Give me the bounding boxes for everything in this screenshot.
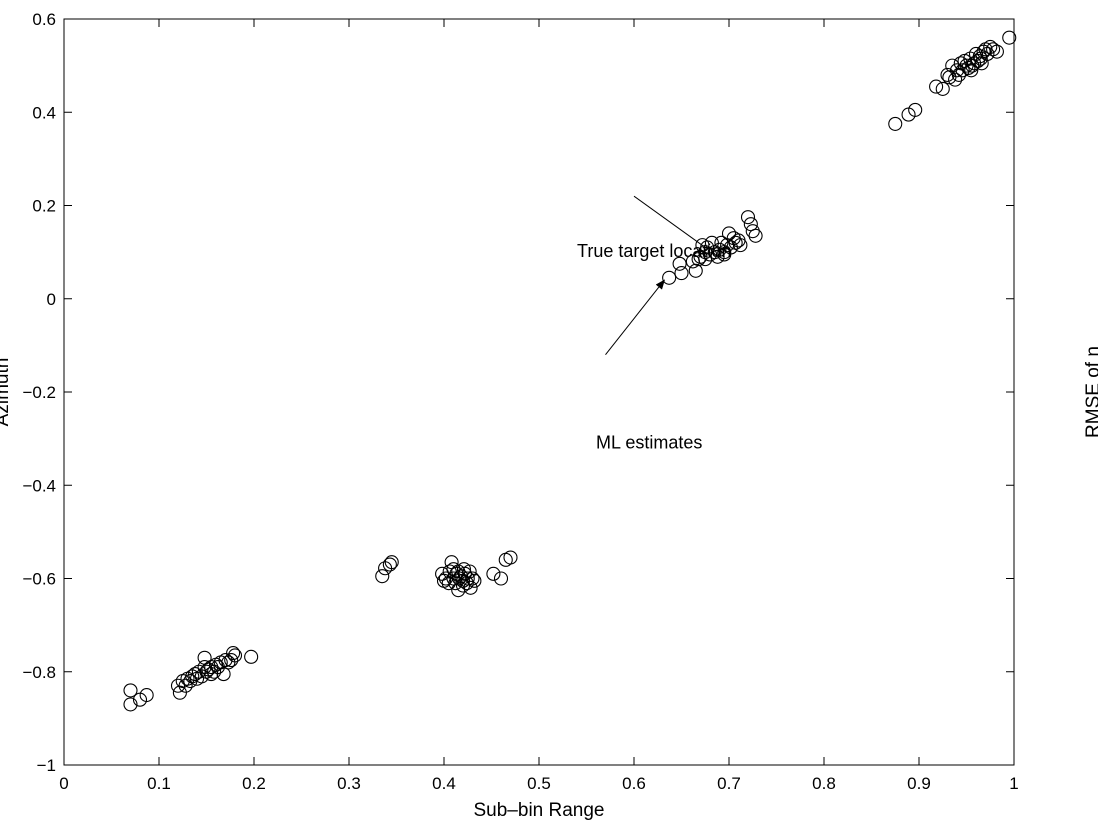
y-tick-label: −0.6 [22, 570, 56, 589]
x-tick-label: 0.2 [242, 774, 266, 793]
data-point [733, 238, 748, 253]
x-axis-label: Sub–bin Range [474, 800, 605, 821]
x-tick-label: 0.9 [907, 774, 931, 793]
data-point [446, 562, 461, 577]
data-point [989, 44, 1004, 59]
y-tick-label: −1 [37, 756, 56, 775]
x-tick-label: 1 [1009, 774, 1018, 793]
data-point [503, 550, 518, 565]
y-tick-label: 0.4 [32, 103, 56, 122]
scatter-points [123, 30, 1017, 712]
y-tick-label: 0 [47, 290, 56, 309]
data-point [460, 571, 475, 586]
data-point [207, 664, 222, 679]
data-point [662, 270, 677, 285]
data-point [1002, 30, 1017, 45]
data-point [929, 79, 944, 94]
data-point [227, 648, 243, 663]
x-tick-label: 0.6 [622, 774, 646, 793]
data-point [955, 63, 970, 78]
data-point [139, 688, 154, 703]
data-point [948, 72, 963, 87]
y-tick-label: 0.6 [32, 10, 56, 29]
annotation-label: True target location [577, 241, 731, 261]
data-point [717, 247, 732, 262]
data-point [170, 678, 186, 693]
data-point [704, 235, 719, 250]
x-tick-label: 0.1 [147, 774, 171, 793]
x-tick-label: 0.3 [337, 774, 361, 793]
y-tick-label: −0.2 [22, 383, 56, 402]
data-point [375, 569, 390, 584]
x-axis: 0 0.1 0.2 0.3 0.4 0.5 0.6 0.7 0.8 0.9 1 [59, 19, 1019, 793]
data-point [935, 81, 950, 96]
data-point [197, 650, 212, 665]
data-point [226, 646, 241, 661]
data-point [888, 116, 903, 131]
data-point [178, 678, 193, 693]
data-point [940, 67, 955, 82]
data-point [964, 63, 979, 78]
x-tick-label: 0.7 [717, 774, 741, 793]
data-point [688, 263, 703, 278]
y-tick-label: 0.2 [32, 197, 56, 216]
data-point [740, 210, 756, 225]
y-axis-label: Azimuth [0, 358, 13, 427]
data-point [674, 266, 689, 281]
y-tick-label: −0.4 [22, 476, 56, 495]
data-point [465, 571, 480, 586]
annotation-line [633, 195, 706, 248]
data-point [224, 653, 239, 668]
data-point [382, 557, 397, 572]
data-point [204, 667, 219, 682]
data-point [973, 51, 988, 66]
data-point [748, 228, 763, 243]
y-tick-label: −0.8 [22, 663, 56, 682]
data-point [908, 102, 923, 117]
data-point [456, 562, 472, 577]
data-point [123, 697, 138, 712]
data-point [721, 226, 737, 241]
x-tick-label: 0.5 [527, 774, 551, 793]
data-point [672, 256, 687, 271]
data-point [486, 566, 501, 581]
data-point [714, 235, 729, 250]
x-tick-label: 0 [59, 774, 68, 793]
data-point [493, 571, 509, 586]
data-point [462, 564, 477, 579]
annotations: True target location ML estimates [577, 195, 731, 452]
clipped-right-axis-label: RMSE of η [1083, 346, 1098, 438]
data-point [244, 649, 259, 664]
plot-area-frame [63, 18, 1015, 766]
data-point [218, 653, 233, 668]
annotation-arrow [605, 279, 666, 356]
data-point [384, 555, 399, 570]
y-axis: −1 −0.8 −0.6 −0.4 −0.2 0 0.2 0.4 0.6 [22, 10, 1014, 775]
x-tick-label: 0.8 [812, 774, 836, 793]
annotation-label: ML estimates [596, 432, 702, 452]
data-point [745, 224, 760, 239]
data-point [123, 683, 138, 698]
data-point [463, 580, 478, 595]
data-point [455, 578, 471, 593]
data-point [942, 70, 957, 85]
data-point [986, 42, 1001, 57]
data-point [698, 252, 713, 267]
data-point [951, 67, 966, 82]
x-tick-label: 0.4 [432, 774, 456, 793]
